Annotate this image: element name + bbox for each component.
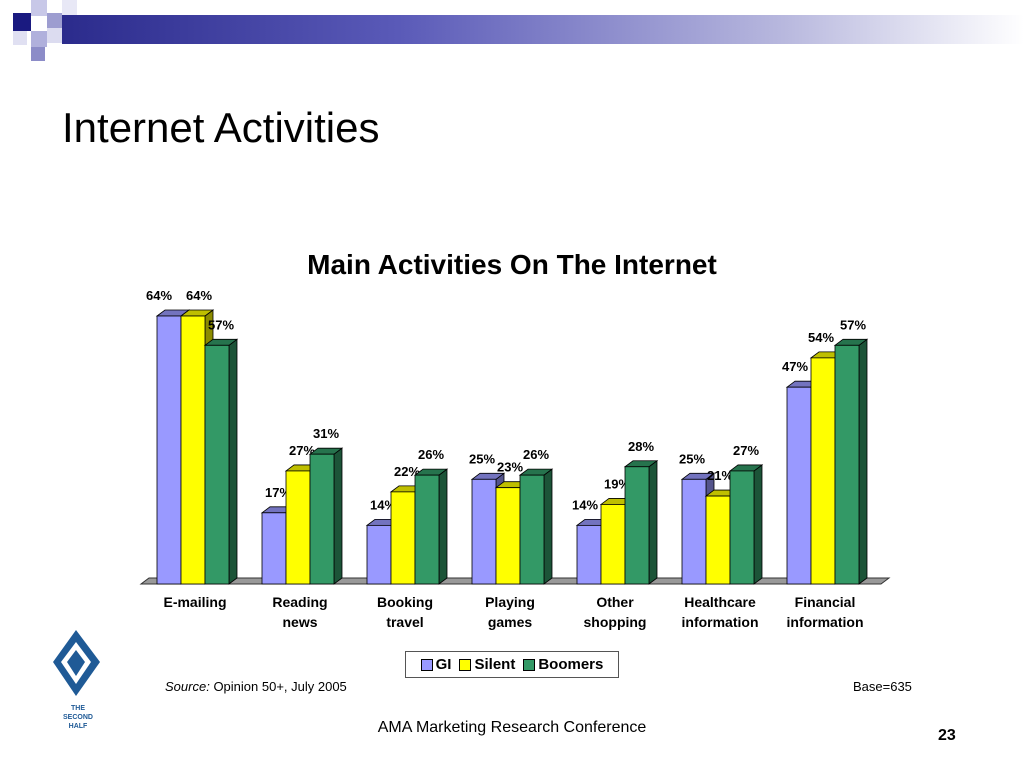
bar-side bbox=[228, 338, 238, 585]
header-gradient-line bbox=[62, 15, 1024, 44]
category-label-6-0: Financial bbox=[795, 594, 856, 610]
bar-front bbox=[705, 495, 731, 585]
category-label-2-0: Booking bbox=[377, 594, 433, 610]
bar-front bbox=[285, 470, 311, 585]
legend-swatch-silent bbox=[459, 658, 472, 671]
bar-side bbox=[753, 464, 763, 585]
data-label-boomers-3: 26% bbox=[523, 447, 549, 462]
bar-side bbox=[648, 459, 658, 585]
legend-label-boomers: Boomers bbox=[538, 656, 604, 673]
slide-title: Internet Activities bbox=[62, 104, 380, 151]
bar-front bbox=[624, 466, 650, 585]
category-label-3-0: Playing bbox=[485, 594, 535, 610]
data-label-silent-6: 54% bbox=[808, 330, 834, 345]
bar-boomers-0 bbox=[203, 338, 239, 585]
bar-boomers-5 bbox=[728, 464, 764, 585]
data-label-silent-3: 23% bbox=[497, 460, 523, 475]
category-label-5-1: information bbox=[682, 614, 759, 630]
base-note: Base=635 bbox=[853, 679, 912, 694]
bar-front bbox=[600, 504, 626, 585]
legend-swatch-gi bbox=[420, 658, 433, 671]
data-label-gi-0: 64% bbox=[146, 288, 172, 303]
bar-boomers-6 bbox=[833, 338, 869, 585]
bar-front bbox=[471, 478, 497, 585]
logo-line-1: SECOND bbox=[63, 714, 93, 721]
legend-item-silent: Silent bbox=[459, 656, 515, 673]
legend-item-gi: GI bbox=[420, 656, 452, 673]
legend-label-gi: GI bbox=[435, 656, 452, 673]
footer-text: AMA Marketing Research Conference bbox=[377, 719, 647, 736]
bar-side bbox=[543, 468, 553, 585]
bar-front bbox=[834, 344, 860, 585]
data-label-gi-5: 25% bbox=[679, 451, 705, 466]
bar-boomers-3 bbox=[518, 468, 554, 585]
data-label-gi-6: 47% bbox=[782, 359, 808, 374]
source-note: Source: Opinion 50+, July 2005 bbox=[165, 679, 347, 694]
bar-boomers-1 bbox=[308, 447, 344, 585]
bar-front bbox=[261, 512, 287, 585]
category-label-3-1: games bbox=[488, 614, 533, 630]
bar-front bbox=[390, 491, 416, 585]
legend-item-boomers: Boomers bbox=[523, 656, 603, 673]
bar-front bbox=[366, 524, 392, 585]
corner-squares-decoration bbox=[13, 0, 77, 61]
bar-front bbox=[495, 487, 521, 585]
category-label-5-0: Healthcare bbox=[684, 594, 756, 610]
legend-label-silent: Silent bbox=[474, 656, 516, 673]
bar-front bbox=[309, 453, 335, 585]
bar-boomers-2 bbox=[413, 468, 449, 585]
bar-front bbox=[681, 478, 707, 585]
bar-front bbox=[156, 315, 182, 585]
bar-side bbox=[333, 447, 343, 585]
data-label-silent-4: 19% bbox=[604, 476, 630, 491]
bar-front bbox=[576, 524, 602, 585]
chart-title: Main Activities On The Internet bbox=[307, 249, 717, 280]
data-label-boomers-1: 31% bbox=[313, 426, 339, 441]
source-label: Source: bbox=[165, 679, 210, 694]
category-label-4-1: shopping bbox=[584, 614, 647, 630]
category-label-4-0: Other bbox=[596, 594, 634, 610]
category-label-0-0: E-mailing bbox=[163, 594, 226, 610]
bar-front bbox=[810, 357, 836, 585]
bar-chart: 64% 64% 57% E-mailing 17% 27% 31% Reading news 14… bbox=[139, 288, 891, 630]
data-label-boomers-6: 57% bbox=[840, 317, 866, 332]
data-label-gi-3: 25% bbox=[469, 451, 495, 466]
data-label-silent-0: 64% bbox=[186, 288, 212, 303]
data-label-boomers-4: 28% bbox=[628, 439, 654, 454]
source-text: Opinion 50+, July 2005 bbox=[213, 679, 347, 694]
bar-front bbox=[786, 386, 812, 585]
category-label-6-1: information bbox=[787, 614, 864, 630]
data-label-gi-2: 14% bbox=[370, 497, 396, 512]
bar-side bbox=[858, 338, 868, 585]
data-label-silent-1: 27% bbox=[289, 443, 315, 458]
category-label-1-0: Reading bbox=[272, 594, 327, 610]
data-label-silent-5: 21% bbox=[707, 468, 733, 483]
bar-front bbox=[180, 315, 206, 585]
category-label-1-1: news bbox=[282, 614, 317, 630]
category-label-2-1: travel bbox=[386, 614, 423, 630]
data-label-boomers-5: 27% bbox=[733, 443, 759, 458]
logo-line-2: HALF bbox=[69, 723, 88, 730]
bar-front bbox=[204, 344, 230, 585]
bar-front bbox=[519, 474, 545, 585]
data-label-boomers-0: 57% bbox=[208, 317, 234, 332]
bar-front bbox=[729, 470, 755, 585]
bar-front bbox=[414, 474, 440, 585]
data-label-boomers-2: 26% bbox=[418, 447, 444, 462]
bar-boomers-4 bbox=[623, 459, 659, 585]
data-label-gi-1: 17% bbox=[265, 485, 291, 500]
logo-line-0: THE bbox=[71, 705, 85, 712]
bar-side bbox=[438, 468, 448, 585]
page-number: 23 bbox=[938, 727, 956, 744]
data-label-gi-4: 14% bbox=[572, 497, 598, 512]
chart-legend: GI Silent Boomers bbox=[405, 651, 619, 678]
legend-swatch-boomers bbox=[523, 658, 536, 671]
data-label-silent-2: 22% bbox=[394, 464, 420, 479]
second-half-logo: THE SECOND HALF bbox=[53, 630, 100, 730]
